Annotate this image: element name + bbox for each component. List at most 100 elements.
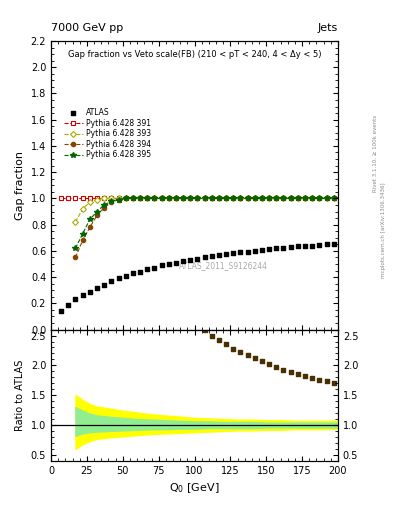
ATLAS [180, 257, 186, 265]
Pythia 6.428 391 [331, 195, 336, 201]
Pythia 6.428 391 [159, 195, 164, 201]
Legend: ATLAS, Pythia 6.428 391, Pythia 6.428 393, Pythia 6.428 394, Pythia 6.428 395: ATLAS, Pythia 6.428 391, Pythia 6.428 39… [64, 108, 152, 159]
Pythia 6.428 394 [102, 204, 107, 210]
Pythia 6.428 394 [274, 195, 279, 201]
Pythia 6.428 393 [324, 195, 329, 201]
ATLAS [65, 301, 72, 309]
Pythia 6.428 395 [202, 195, 207, 201]
ATLAS [165, 260, 172, 268]
Pythia 6.428 394 [260, 195, 264, 201]
ATLAS [309, 242, 315, 250]
Text: mcplots.cern.ch [arXiv:1306.3436]: mcplots.cern.ch [arXiv:1306.3436] [381, 183, 386, 278]
ATLAS [116, 274, 122, 283]
Pythia 6.428 393 [260, 195, 264, 201]
Pythia 6.428 393 [281, 195, 286, 201]
Pythia 6.428 394 [296, 195, 300, 201]
Pythia 6.428 394 [252, 195, 257, 201]
Pythia 6.428 393 [296, 195, 300, 201]
Pythia 6.428 393 [145, 195, 150, 201]
Pythia 6.428 391 [95, 195, 99, 201]
Pythia 6.428 395 [188, 195, 193, 201]
ATLAS [108, 277, 114, 285]
Pythia 6.428 393 [288, 195, 293, 201]
Pythia 6.428 394 [209, 195, 214, 201]
Pythia 6.428 391 [174, 195, 178, 201]
Pythia 6.428 393 [310, 195, 314, 201]
Pythia 6.428 395 [174, 195, 178, 201]
Point [280, 366, 286, 374]
Pythia 6.428 391 [310, 195, 314, 201]
Pythia 6.428 395 [252, 195, 257, 201]
Pythia 6.428 395 [288, 195, 293, 201]
ATLAS [323, 240, 330, 248]
Pythia 6.428 391 [288, 195, 293, 201]
Pythia 6.428 394 [324, 195, 329, 201]
Point [259, 357, 265, 365]
Pythia 6.428 393 [217, 195, 221, 201]
Pythia 6.428 393 [209, 195, 214, 201]
Pythia 6.428 395 [281, 195, 286, 201]
Line: Pythia 6.428 395: Pythia 6.428 395 [73, 196, 336, 251]
Text: Gap fraction vs Veto scale(FB) (210 < pT < 240, 4 < Δy < 5): Gap fraction vs Veto scale(FB) (210 < pT… [68, 50, 321, 58]
ATLAS [130, 269, 136, 278]
Pythia 6.428 394 [95, 212, 99, 219]
Pythia 6.428 394 [88, 224, 92, 230]
ATLAS [302, 242, 308, 250]
Pythia 6.428 395 [195, 195, 200, 201]
Pythia 6.428 394 [317, 195, 322, 201]
Pythia 6.428 393 [252, 195, 257, 201]
Pythia 6.428 393 [231, 195, 236, 201]
Pythia 6.428 391 [130, 195, 135, 201]
Line: Pythia 6.428 391: Pythia 6.428 391 [59, 196, 336, 201]
Pythia 6.428 391 [181, 195, 185, 201]
ATLAS [137, 268, 143, 276]
Pythia 6.428 391 [188, 195, 193, 201]
Pythia 6.428 391 [252, 195, 257, 201]
Pythia 6.428 391 [231, 195, 236, 201]
Pythia 6.428 393 [138, 195, 142, 201]
Pythia 6.428 394 [73, 254, 78, 261]
Pythia 6.428 394 [159, 195, 164, 201]
Text: Rivet 3.1.10, ≥ 100k events: Rivet 3.1.10, ≥ 100k events [373, 115, 378, 192]
Pythia 6.428 394 [80, 237, 85, 243]
Pythia 6.428 394 [145, 195, 150, 201]
Pythia 6.428 395 [231, 195, 236, 201]
Point [252, 354, 258, 362]
Pythia 6.428 395 [88, 216, 92, 222]
Pythia 6.428 395 [217, 195, 221, 201]
Pythia 6.428 393 [195, 195, 200, 201]
Pythia 6.428 394 [310, 195, 314, 201]
Pythia 6.428 393 [159, 195, 164, 201]
Point [331, 379, 337, 388]
Pythia 6.428 391 [238, 195, 243, 201]
Pythia 6.428 391 [123, 195, 128, 201]
Pythia 6.428 394 [109, 199, 114, 205]
ATLAS [288, 243, 294, 251]
Pythia 6.428 395 [274, 195, 279, 201]
ATLAS [273, 244, 279, 252]
Pythia 6.428 394 [238, 195, 243, 201]
Pythia 6.428 391 [88, 195, 92, 201]
ATLAS [187, 256, 193, 264]
Point [223, 340, 229, 348]
Pythia 6.428 395 [245, 195, 250, 201]
ATLAS [252, 247, 258, 255]
Pythia 6.428 394 [174, 195, 178, 201]
Pythia 6.428 395 [152, 195, 157, 201]
Pythia 6.428 395 [130, 195, 135, 201]
Pythia 6.428 393 [88, 199, 92, 205]
Pythia 6.428 395 [310, 195, 314, 201]
Pythia 6.428 393 [123, 195, 128, 201]
Pythia 6.428 391 [145, 195, 150, 201]
Pythia 6.428 394 [152, 195, 157, 201]
Pythia 6.428 393 [102, 195, 107, 201]
Point [237, 348, 244, 356]
ATLAS [79, 291, 86, 300]
Point [295, 370, 301, 378]
ATLAS [237, 248, 244, 257]
Pythia 6.428 394 [116, 197, 121, 203]
ATLAS [173, 259, 179, 267]
Pythia 6.428 395 [102, 202, 107, 208]
ATLAS [280, 244, 286, 252]
Pythia 6.428 391 [303, 195, 307, 201]
